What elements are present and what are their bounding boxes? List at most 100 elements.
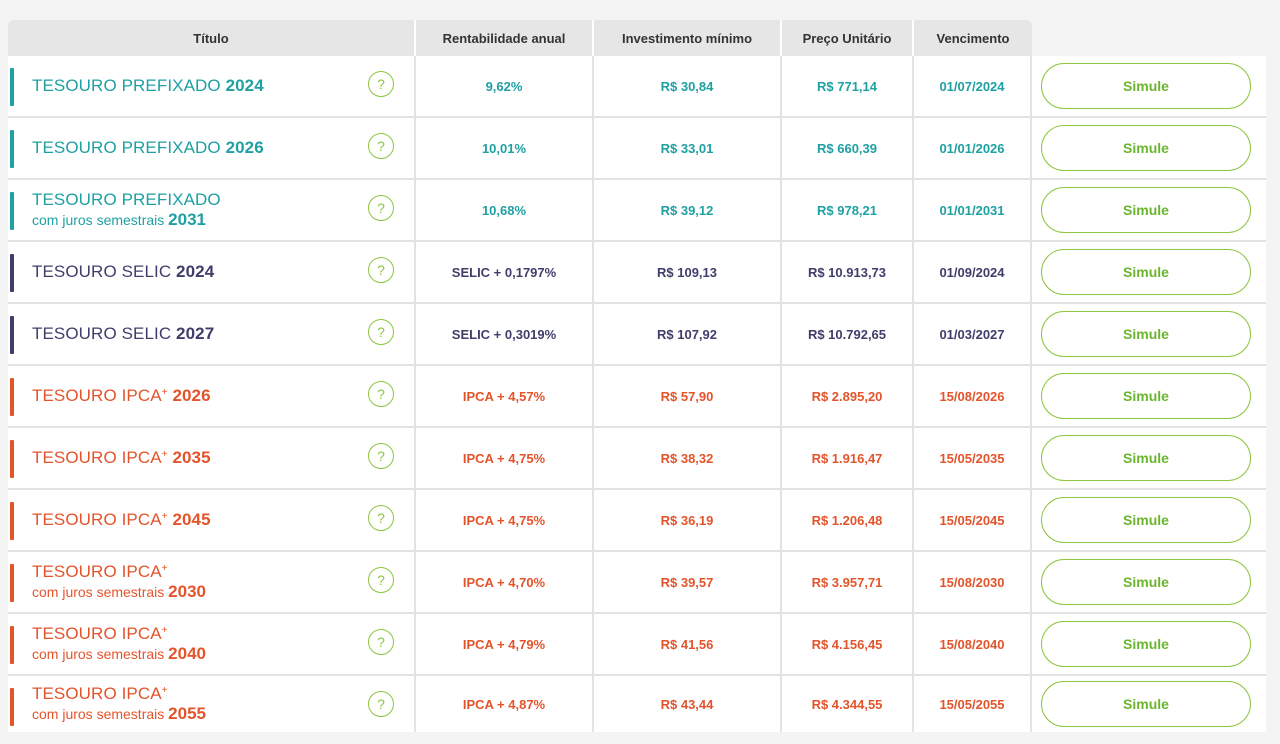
cell-preco: R$ 771,14 <box>782 56 914 116</box>
title-superscript: + <box>161 511 168 523</box>
help-icon[interactable]: ? <box>368 443 394 469</box>
tesouro-table: Título Rentabilidade anual Investimento … <box>8 20 1266 732</box>
cell-title: TESOURO PREFIXADO 2024 ? <box>8 56 416 116</box>
cell-rentabilidade: IPCA + 4,87% <box>416 676 594 732</box>
title-year: 2026 <box>172 386 211 406</box>
title-name-text: TESOURO IPCA <box>32 510 162 530</box>
cell-preco: R$ 660,39 <box>782 118 914 178</box>
title-block: TESOURO SELIC 2027 <box>32 325 214 343</box>
title-year: 2030 <box>168 582 206 601</box>
header-investimento: Investimento mínimo <box>594 20 782 56</box>
title-year: 2040 <box>168 644 206 663</box>
cell-investimento: R$ 36,19 <box>594 490 782 550</box>
cell-preco: R$ 3.957,71 <box>782 552 914 612</box>
help-icon[interactable]: ? <box>368 381 394 407</box>
title-subtitle-text: com juros semestrais <box>32 584 165 600</box>
cell-investimento: R$ 33,01 <box>594 118 782 178</box>
table-row: TESOURO SELIC 2024 ? SELIC + 0,1797% R$ … <box>8 242 1266 304</box>
title-name: TESOURO PREFIXADO 2024 <box>32 77 264 95</box>
title-name: TESOURO IPCA+ 2045 <box>32 511 211 529</box>
title-subtitle-text: com juros semestrais <box>32 212 165 228</box>
category-color-bar <box>10 688 14 726</box>
simule-button[interactable]: Simule <box>1041 187 1251 233</box>
help-icon[interactable]: ? <box>368 133 394 159</box>
title-year: 2026 <box>225 138 264 158</box>
category-color-bar <box>10 192 14 230</box>
cell-investimento: R$ 39,12 <box>594 180 782 240</box>
simule-button[interactable]: Simule <box>1041 125 1251 171</box>
cell-action: Simule <box>1032 304 1266 364</box>
table-row: TESOURO IPCA+ com juros semestrais 2040 … <box>8 614 1266 676</box>
category-color-bar <box>10 316 14 354</box>
title-name: TESOURO SELIC 2024 <box>32 263 214 281</box>
cell-vencimento: 15/05/2035 <box>914 428 1032 488</box>
simule-button[interactable]: Simule <box>1041 621 1251 667</box>
cell-rentabilidade: SELIC + 0,3019% <box>416 304 594 364</box>
title-block: TESOURO IPCA+ com juros semestrais 2040 <box>32 625 206 663</box>
title-subtitle-text: com juros semestrais <box>32 646 165 662</box>
title-block: TESOURO IPCA+ 2026 <box>32 387 211 405</box>
cell-vencimento: 01/09/2024 <box>914 242 1032 302</box>
category-color-bar <box>10 254 14 292</box>
cell-action: Simule <box>1032 614 1266 674</box>
cell-vencimento: 15/05/2055 <box>914 676 1032 732</box>
help-icon[interactable]: ? <box>368 691 394 717</box>
title-name: TESOURO IPCA+ <box>32 563 206 581</box>
help-icon[interactable]: ? <box>368 567 394 593</box>
title-block: TESOURO IPCA+ 2045 <box>32 511 211 529</box>
cell-title: TESOURO SELIC 2027 ? <box>8 304 416 364</box>
title-subtitle: com juros semestrais 2040 <box>32 645 206 663</box>
cell-rentabilidade: SELIC + 0,1797% <box>416 242 594 302</box>
category-color-bar <box>10 130 14 168</box>
title-block: TESOURO IPCA+ com juros semestrais 2055 <box>32 685 206 723</box>
title-name: TESOURO IPCA+ 2026 <box>32 387 211 405</box>
cell-title: TESOURO SELIC 2024 ? <box>8 242 416 302</box>
help-icon[interactable]: ? <box>368 629 394 655</box>
title-name-text: TESOURO SELIC <box>32 324 172 344</box>
cell-title: TESOURO IPCA+ 2035 ? <box>8 428 416 488</box>
help-icon[interactable]: ? <box>368 319 394 345</box>
simule-button[interactable]: Simule <box>1041 373 1251 419</box>
simule-button[interactable]: Simule <box>1041 311 1251 357</box>
title-block: TESOURO PREFIXADO com juros semestrais 2… <box>32 191 221 229</box>
help-icon[interactable]: ? <box>368 505 394 531</box>
cell-vencimento: 01/03/2027 <box>914 304 1032 364</box>
table-body: TESOURO PREFIXADO 2024 ? 9,62% R$ 30,84 … <box>8 56 1266 732</box>
title-name-text: TESOURO IPCA <box>32 684 162 704</box>
title-subtitle: com juros semestrais 2031 <box>32 211 221 229</box>
help-icon[interactable]: ? <box>368 71 394 97</box>
cell-investimento: R$ 30,84 <box>594 56 782 116</box>
cell-preco: R$ 978,21 <box>782 180 914 240</box>
header-titulo: Título <box>8 20 416 56</box>
table-header: Título Rentabilidade anual Investimento … <box>8 20 1266 56</box>
cell-action: Simule <box>1032 676 1266 732</box>
cell-vencimento: 15/08/2030 <box>914 552 1032 612</box>
help-icon[interactable]: ? <box>368 257 394 283</box>
cell-rentabilidade: 9,62% <box>416 56 594 116</box>
title-name: TESOURO PREFIXADO 2026 <box>32 139 264 157</box>
cell-preco: R$ 10.913,73 <box>782 242 914 302</box>
cell-vencimento: 01/01/2031 <box>914 180 1032 240</box>
cell-vencimento: 15/05/2045 <box>914 490 1032 550</box>
title-name-text: TESOURO IPCA <box>32 386 162 406</box>
header-vencimento: Vencimento <box>914 20 1032 56</box>
title-block: TESOURO IPCA+ com juros semestrais 2030 <box>32 563 206 601</box>
title-block: TESOURO PREFIXADO 2026 <box>32 139 264 157</box>
simule-button[interactable]: Simule <box>1041 63 1251 109</box>
title-name: TESOURO IPCA+ <box>32 685 206 703</box>
cell-action: Simule <box>1032 180 1266 240</box>
category-color-bar <box>10 626 14 664</box>
simule-button[interactable]: Simule <box>1041 435 1251 481</box>
cell-vencimento: 15/08/2040 <box>914 614 1032 674</box>
help-icon[interactable]: ? <box>368 195 394 221</box>
title-superscript: + <box>161 449 168 461</box>
cell-action: Simule <box>1032 366 1266 426</box>
simule-button[interactable]: Simule <box>1041 681 1251 727</box>
simule-button[interactable]: Simule <box>1041 497 1251 543</box>
category-color-bar <box>10 378 14 416</box>
category-color-bar <box>10 440 14 478</box>
table-row: TESOURO IPCA+ 2035 ? IPCA + 4,75% R$ 38,… <box>8 428 1266 490</box>
simule-button[interactable]: Simule <box>1041 249 1251 295</box>
title-name-text: TESOURO IPCA <box>32 448 162 468</box>
simule-button[interactable]: Simule <box>1041 559 1251 605</box>
